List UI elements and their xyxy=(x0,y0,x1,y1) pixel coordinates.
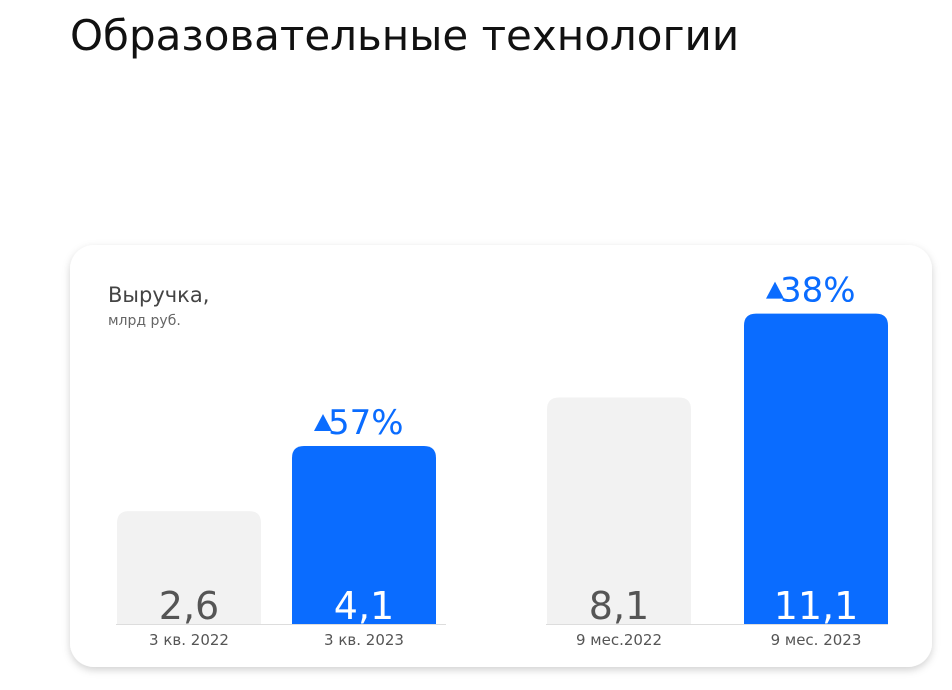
bar xyxy=(547,397,691,624)
change-annotation: 38% xyxy=(780,271,856,311)
bar xyxy=(292,445,436,624)
value-label: 8,1 xyxy=(589,584,649,628)
category-label: 9 мес. 2023 xyxy=(771,631,862,649)
change-annotation: 57% xyxy=(328,403,404,443)
card xyxy=(70,245,932,667)
value-label: 4,1 xyxy=(334,584,394,628)
page-title: Образовательные технологии xyxy=(70,11,739,60)
panel-unit: млрд руб. xyxy=(108,313,181,329)
category-label: 9 мес.2022 xyxy=(576,631,662,649)
value-label: 11,1 xyxy=(774,584,859,628)
value-label: 2,6 xyxy=(159,584,219,628)
category-label: 3 кв. 2023 xyxy=(324,631,404,649)
bar xyxy=(744,313,888,624)
up-triangle xyxy=(314,413,332,431)
panel-label: Выручка, xyxy=(108,283,209,307)
category-label: 3 кв. 2022 xyxy=(149,631,229,649)
bar xyxy=(117,511,261,624)
up-triangle xyxy=(766,281,784,299)
